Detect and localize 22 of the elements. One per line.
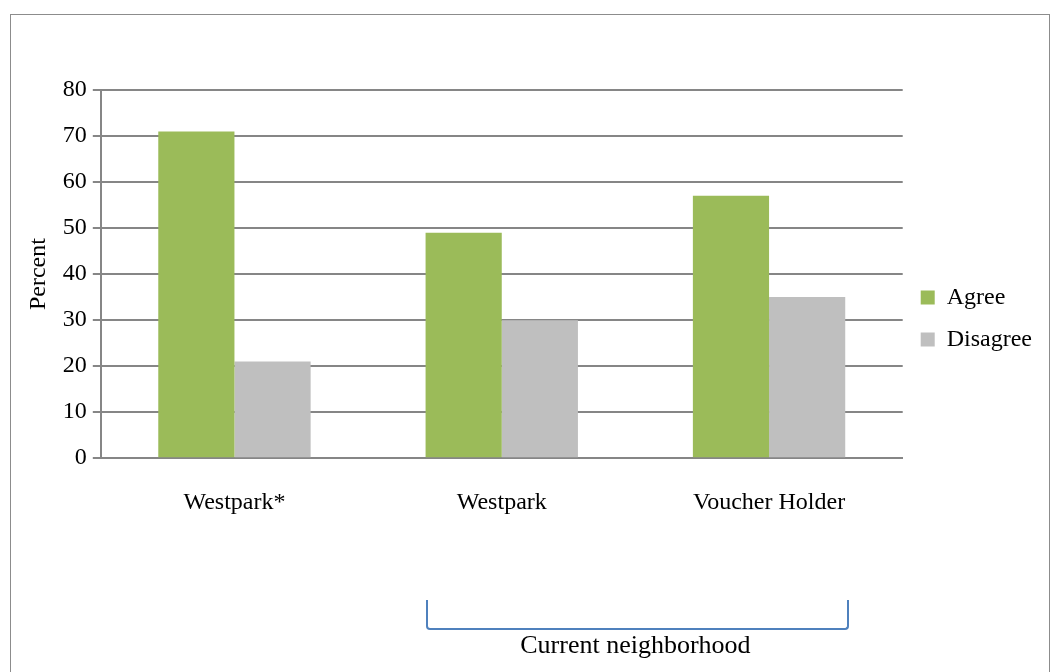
y-tick-label: 0 <box>74 443 87 470</box>
bar <box>158 131 235 458</box>
y-axis-title: Percent <box>23 237 50 311</box>
legend-label: Disagree <box>946 324 1033 351</box>
legend-label: Agree <box>946 282 1006 309</box>
y-tick-label: 40 <box>62 259 87 286</box>
x-tick-label: Westpark* <box>183 487 286 514</box>
bar <box>425 232 502 458</box>
y-tick-label: 30 <box>62 305 87 332</box>
y-tick-label: 60 <box>62 167 87 194</box>
y-tick-label: 70 <box>62 121 87 148</box>
bar <box>692 195 770 458</box>
x-tick-label: Westpark <box>456 487 547 514</box>
x-tick-label: Voucher Holder <box>692 487 846 514</box>
bar <box>769 297 846 458</box>
y-tick-label: 50 <box>62 213 87 240</box>
y-tick-label: 10 <box>62 397 87 424</box>
bar <box>234 361 311 458</box>
text: Current neighborhood <box>520 630 751 660</box>
bar <box>501 320 578 458</box>
y-tick-label: 20 <box>62 351 87 378</box>
y-tick-label: 80 <box>62 75 87 102</box>
